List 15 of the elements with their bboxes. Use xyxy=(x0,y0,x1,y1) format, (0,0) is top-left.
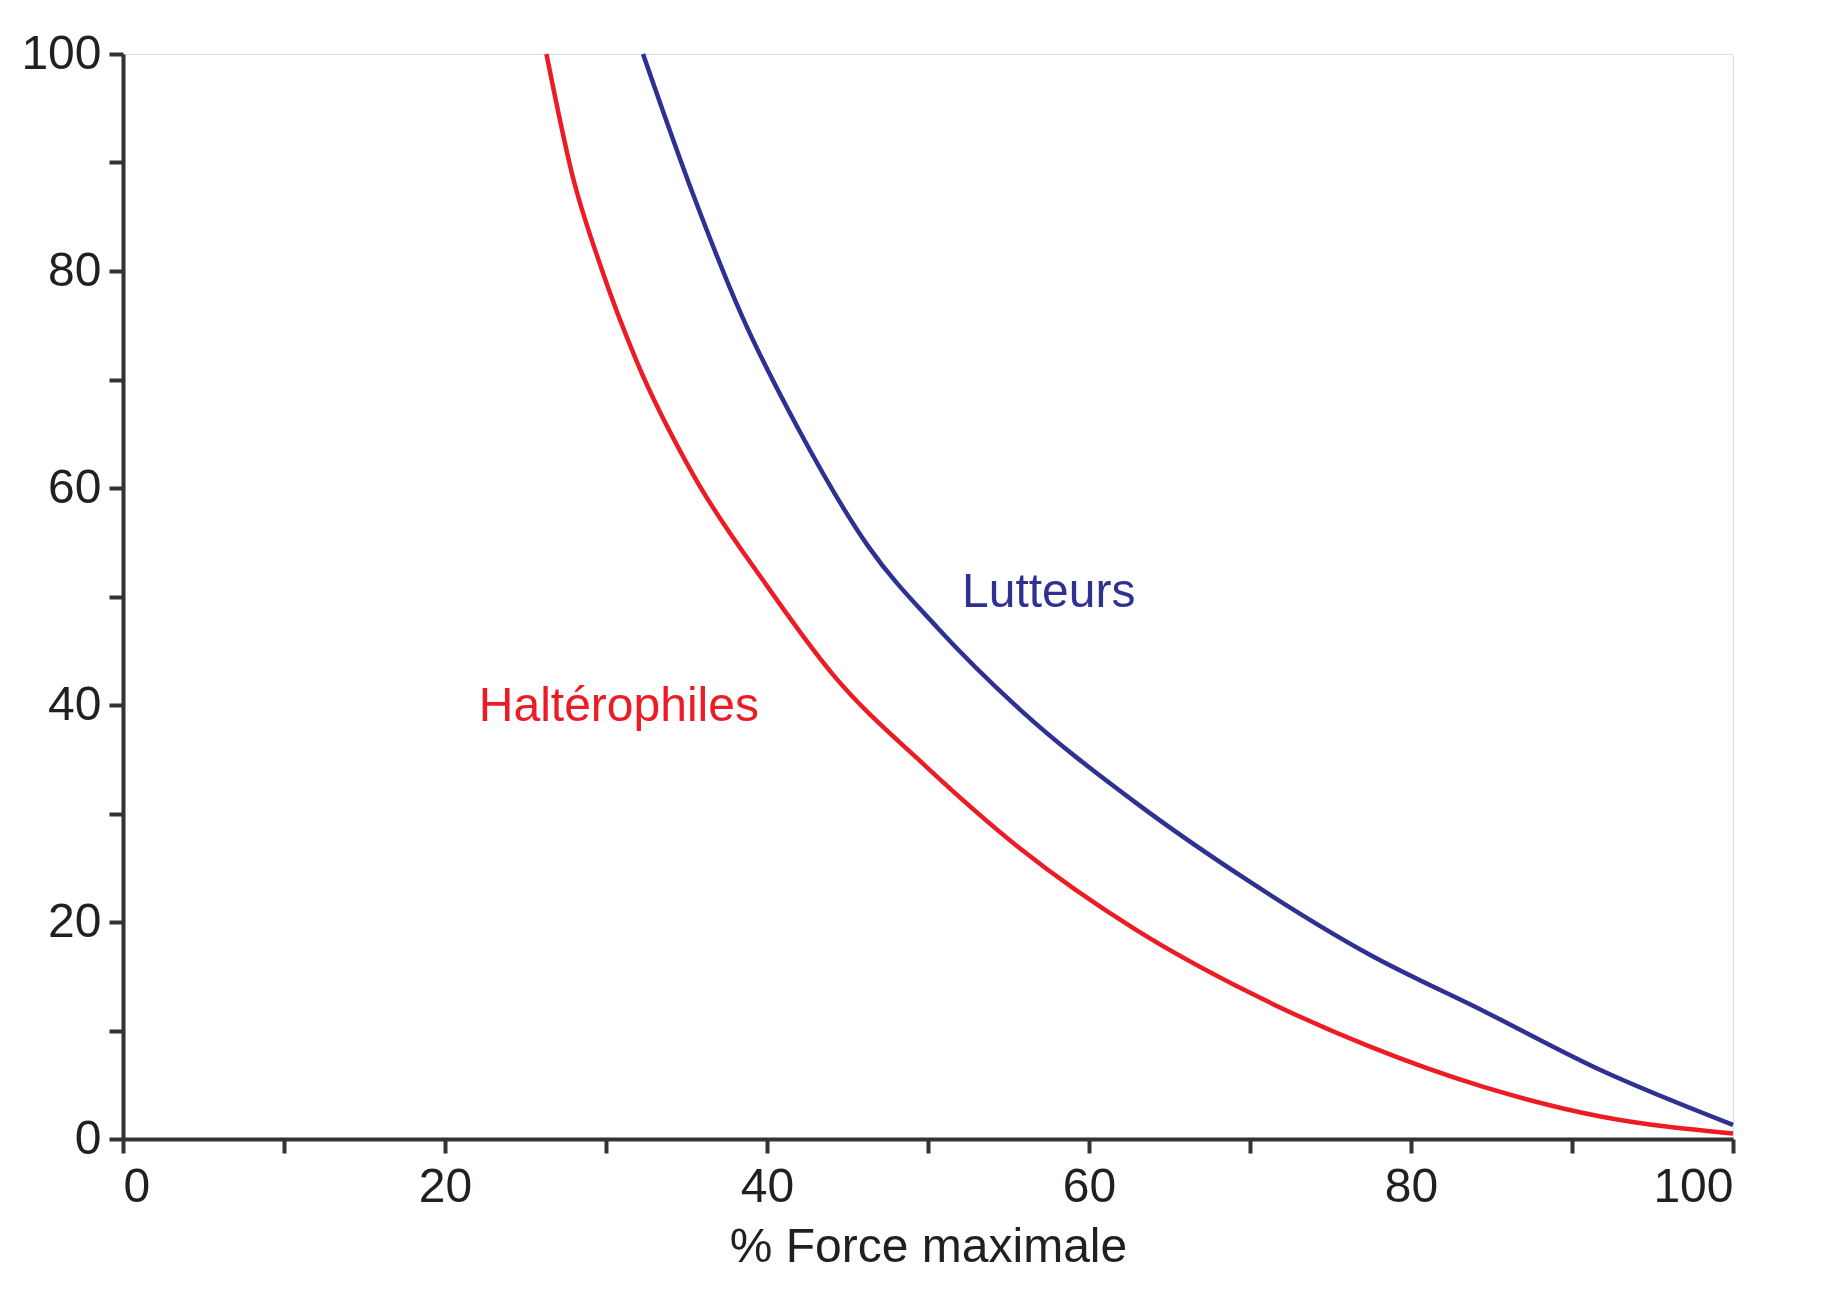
series-label: Lutteurs xyxy=(962,564,1136,618)
x-tick-label: 100 xyxy=(1653,1158,1734,1212)
x-tick-label: 0 xyxy=(123,1158,151,1212)
x-tick-label: 80 xyxy=(1384,1158,1439,1212)
x-tick-label: 60 xyxy=(1062,1158,1117,1212)
x-tick-label: 20 xyxy=(418,1158,473,1212)
y-tick-label: 0 xyxy=(74,1110,102,1164)
x-axis-title: % Force maximale xyxy=(729,1218,1128,1272)
y-tick-label: 80 xyxy=(48,242,102,296)
x-tick-label: 40 xyxy=(740,1158,795,1212)
y-tick-label: 40 xyxy=(48,676,102,730)
y-tick-label: 60 xyxy=(48,459,102,513)
series-label: Haltérophiles xyxy=(478,678,759,732)
y-tick-label: 100 xyxy=(21,25,102,79)
y-tick-label: 20 xyxy=(48,893,102,947)
